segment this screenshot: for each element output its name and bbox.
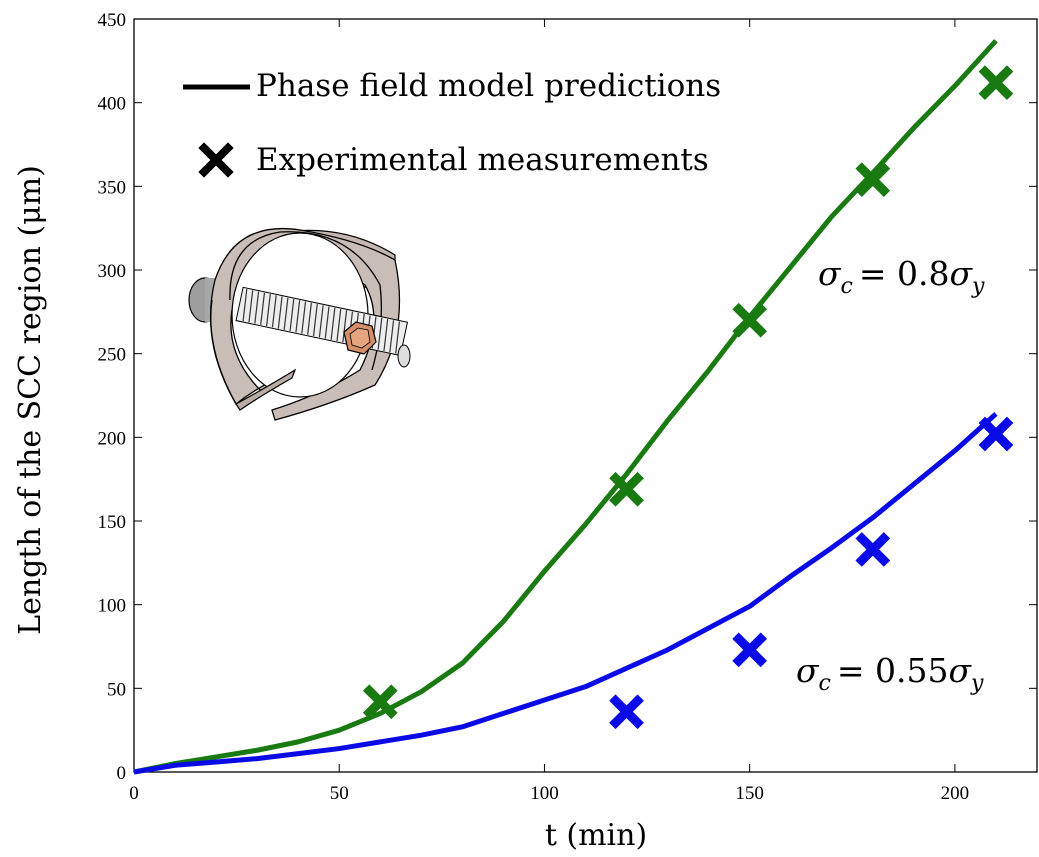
thread-line [330,307,336,340]
thread-line [242,289,248,322]
data-point-x-marker [609,471,644,507]
series-markers [362,65,1014,730]
thread-line [254,291,260,324]
thread-line [265,294,271,327]
plot-frame [133,18,1038,773]
data-point-x-marker [732,302,768,338]
y-tick-label: 0 [117,763,127,784]
y-tick-label: 400 [98,94,127,115]
series-lines [133,39,998,775]
data-point-x-marker [855,532,891,567]
data-point-x-marker [732,632,768,668]
legend-label-model: Phase field model predictions [256,68,721,104]
data-point-x-marker [855,162,891,198]
thread-line [301,301,307,334]
thread-line [283,297,289,330]
thread-line [377,317,383,350]
thread-line [295,300,301,333]
c-ring-specimen-icon [188,228,411,421]
thread-line [248,290,254,323]
y-tick-label: 200 [98,428,127,449]
x-tick-label: 100 [530,783,559,804]
thread-line [395,321,401,354]
thread-line [389,320,395,353]
thread-line [336,309,342,342]
thread-line [342,310,348,343]
y-axis-title: Length of the SCC region (μm) [13,165,48,635]
x-axis-title: t (min) [545,818,647,853]
y-tick-label: 50 [107,679,126,700]
thread-line [383,318,389,352]
series-line-0 [133,39,998,775]
y-tick-label: 150 [98,512,127,533]
annotation-sigma-055: σc = 0.55σy [796,651,984,696]
axis-ticks [133,18,1037,773]
y-tick-label: 100 [98,596,127,617]
thread-line [271,295,277,328]
data-point-x-marker [362,684,398,720]
legend: Phase field model predictions Experiment… [183,68,721,178]
data-point-x-marker [978,65,1014,100]
x-tick-label: 150 [735,783,764,804]
y-tick-label: 350 [98,177,127,198]
thread-line [307,302,312,335]
y-tick-label: 250 [98,345,127,366]
plot-border [133,18,1038,773]
thread-line [324,306,330,339]
thread-line [312,304,318,337]
data-point-x-marker [609,694,644,730]
tick-labels: 0 50 100 150 200 0 50 100 150 200 250 300 350 400 450 [98,10,970,804]
x-tick-label: 0 [129,783,139,804]
thread-line [260,292,266,325]
thread-line [318,305,324,338]
y-tick-label: 450 [98,10,127,31]
legend-x-swatch [198,142,234,178]
y-tick-label: 300 [98,261,127,282]
x-tick-label: 50 [330,783,349,804]
series-line-1 [133,412,998,775]
data-point-x-marker [978,416,1014,452]
thread-line [289,299,295,332]
x-tick-label: 200 [941,783,970,804]
legend-label-experiment: Experimental measurements [256,142,709,178]
annotation-sigma-08: σc = 0.8σy [818,254,985,299]
thread-line [277,296,283,329]
